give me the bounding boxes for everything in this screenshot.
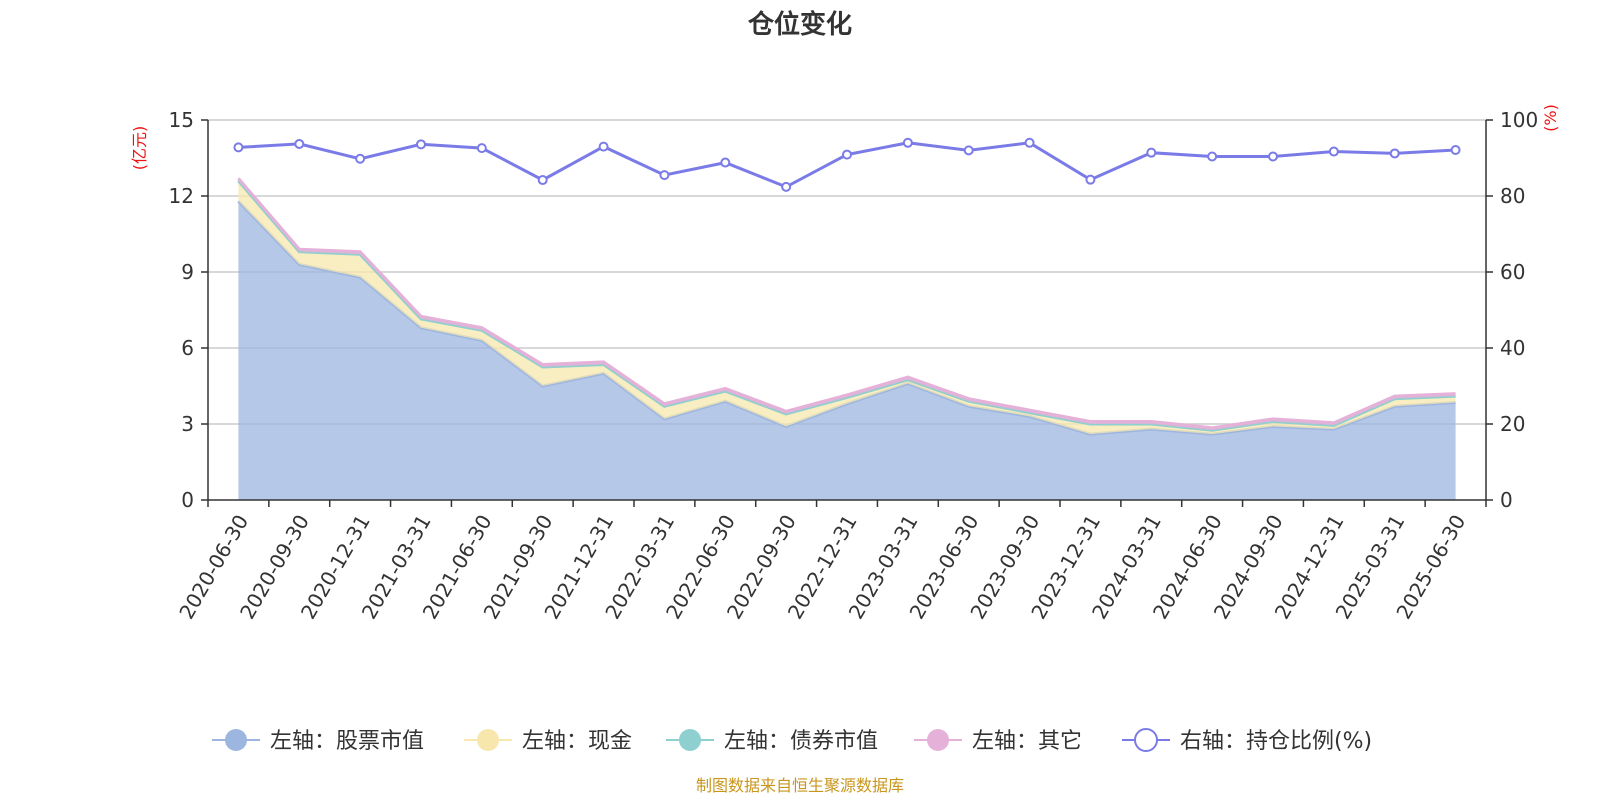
left-tick-label: 15 <box>169 108 194 132</box>
ratio-point <box>902 137 913 148</box>
legend-item: 左轴：股票市值 <box>212 729 424 754</box>
ratio-point <box>659 170 670 181</box>
legend-label: 左轴：现金 <box>522 729 632 754</box>
right-tick-label: 0 <box>1500 488 1513 512</box>
area-fill <box>238 201 1456 500</box>
legend-label: 左轴：股票市值 <box>270 729 424 754</box>
area-series <box>237 177 1456 500</box>
legend-swatch-marker <box>225 729 247 751</box>
ratio-point <box>476 143 487 154</box>
source-footer: 制图数据来自恒生聚源数据库 <box>695 776 904 795</box>
right-tick-label: 60 <box>1500 260 1525 284</box>
legend-label: 左轴：其它 <box>972 729 1082 754</box>
ratio-point <box>1146 147 1157 158</box>
right-tick-label: 100 <box>1500 108 1538 132</box>
ratio-line <box>238 141 1456 189</box>
ratio-point <box>1450 145 1461 156</box>
legend-swatch-marker <box>477 729 499 751</box>
left-axis-unit: (亿元) <box>130 126 149 171</box>
ratio-point <box>781 181 792 192</box>
left-tick-label: 6 <box>181 336 194 360</box>
right-axis-unit: (%) <box>1541 104 1560 132</box>
legend: 左轴：股票市值 左轴：现金 左轴：债券市值 左轴：其它 右轴：持仓比例(%) <box>212 728 1372 754</box>
legend-swatch-marker <box>679 729 701 751</box>
ratio-point <box>416 139 426 150</box>
area-fill <box>238 180 1456 435</box>
ratio-line-series <box>233 137 1461 192</box>
ratio-point <box>294 138 305 149</box>
left-tick-label: 3 <box>181 412 194 436</box>
ratio-point <box>842 149 852 160</box>
legend-item: 左轴：现金 <box>464 729 632 754</box>
ratio-point <box>1207 151 1218 162</box>
legend-item: 左轴：债券市值 <box>666 729 878 754</box>
chart-title: 仓位变化 <box>747 10 852 40</box>
ratio-point <box>1268 151 1278 162</box>
right-tick-label: 80 <box>1500 184 1525 208</box>
ratio-point <box>720 157 731 168</box>
area-top-line <box>237 177 1456 430</box>
legend-swatch-marker <box>927 729 949 751</box>
right-tick-label: 20 <box>1500 412 1525 436</box>
ratio-point <box>1328 146 1339 157</box>
ratio-point <box>598 141 609 152</box>
left-tick-label: 9 <box>181 260 194 284</box>
legend-item: 左轴：其它 <box>914 729 1082 754</box>
legend-label: 左轴：债券市值 <box>724 729 878 754</box>
legend-item: 右轴：持仓比例(%) <box>1122 728 1372 754</box>
left-tick-label: 12 <box>169 184 194 208</box>
ratio-point <box>963 145 974 156</box>
legend-swatch-marker <box>1134 728 1158 752</box>
ratio-point <box>355 153 366 164</box>
ratio-point <box>233 142 244 153</box>
ratio-point <box>1024 137 1035 148</box>
right-tick-label: 40 <box>1500 336 1525 360</box>
left-tick-label: 0 <box>181 488 194 512</box>
ratio-point <box>537 175 548 186</box>
ratio-point <box>1085 174 1096 185</box>
legend-label: 右轴：持仓比例(%) <box>1180 729 1372 754</box>
ratio-point <box>1389 148 1400 159</box>
